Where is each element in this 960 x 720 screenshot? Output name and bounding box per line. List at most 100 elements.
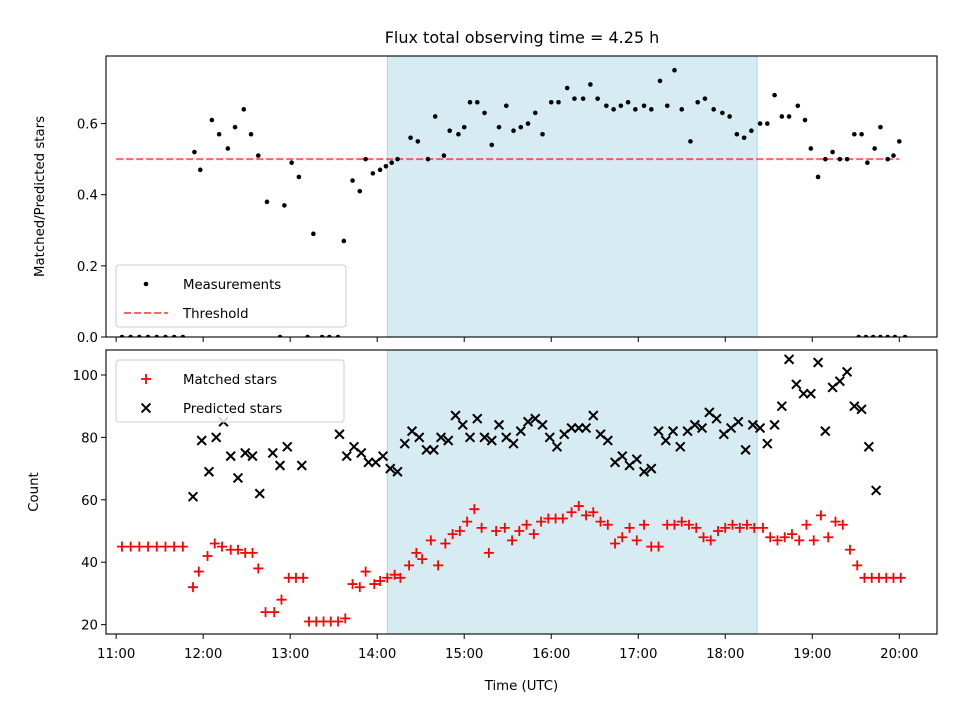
predicted-stars-point bbox=[544, 432, 555, 443]
measurements-point bbox=[757, 121, 763, 126]
matched-stars-point bbox=[169, 541, 180, 552]
predicted-stars-point bbox=[385, 463, 396, 474]
predicted-stars-point bbox=[820, 426, 831, 437]
measurements-point bbox=[695, 99, 701, 105]
measurements-point bbox=[572, 96, 577, 101]
matched-stars-point bbox=[499, 522, 510, 533]
measurements-point bbox=[383, 163, 389, 169]
measurements-point bbox=[474, 99, 480, 105]
matched-stars-point bbox=[260, 607, 271, 618]
predicted-stars-point bbox=[486, 435, 497, 446]
predicted-stars-point bbox=[240, 447, 251, 459]
y-tick-label: 100 bbox=[73, 369, 98, 384]
matched-stars-point bbox=[617, 532, 628, 543]
matched-stars-point bbox=[404, 560, 415, 571]
measurements-point bbox=[859, 131, 864, 137]
predicted-stars-point bbox=[856, 404, 867, 415]
measurements-point bbox=[216, 131, 222, 137]
measurements-point bbox=[672, 67, 677, 73]
matched-stars-point bbox=[440, 538, 451, 549]
measurements-point bbox=[679, 107, 685, 112]
y-axis-label: Count bbox=[27, 472, 42, 512]
measurements-point bbox=[734, 131, 740, 137]
matched-stars-point bbox=[624, 522, 635, 533]
matched-stars-point bbox=[469, 504, 480, 515]
x-tick-label: 14:00 bbox=[358, 647, 396, 662]
predicted-stars-point bbox=[203, 466, 215, 477]
matched-stars-point bbox=[232, 544, 243, 555]
measurements-point bbox=[657, 78, 663, 84]
predicted-stars-legend-marker bbox=[140, 402, 152, 414]
measurements-point bbox=[225, 146, 231, 151]
matched-stars-point bbox=[749, 522, 760, 533]
matched-stars-point bbox=[557, 513, 568, 524]
measurements-point bbox=[408, 135, 413, 141]
measurements-point bbox=[878, 334, 883, 337]
measurements-point bbox=[872, 146, 877, 151]
matched-stars-series bbox=[116, 501, 906, 627]
predicted-stars-point bbox=[247, 451, 258, 462]
matched-stars-point bbox=[134, 541, 145, 552]
measurements-point bbox=[305, 334, 310, 337]
x-tick-label: 15:00 bbox=[445, 647, 483, 662]
predicted-stars-point bbox=[551, 441, 563, 452]
measurements-point bbox=[389, 160, 395, 166]
observing-window-span bbox=[386, 349, 758, 635]
matched-stars-point bbox=[528, 529, 539, 540]
predicted-stars-point bbox=[870, 485, 882, 496]
predicted-stars-point bbox=[667, 426, 679, 437]
matched-stars-point bbox=[202, 550, 213, 561]
measurements-point bbox=[891, 153, 896, 158]
y-tick-label: 0.2 bbox=[77, 260, 98, 275]
matched-stars-point bbox=[684, 519, 695, 530]
measurements-point bbox=[503, 103, 509, 109]
predicted-stars-point bbox=[776, 401, 787, 412]
matched-stars-point bbox=[602, 519, 613, 530]
measurements-point bbox=[282, 203, 287, 208]
measurements-point bbox=[548, 99, 554, 105]
measurements-point bbox=[248, 131, 254, 137]
predicted-stars-point bbox=[254, 488, 265, 499]
predicted-stars-point bbox=[783, 354, 795, 365]
measurements-point bbox=[720, 110, 725, 116]
matched-stars-point bbox=[588, 507, 599, 518]
matched-stars-point bbox=[340, 613, 351, 624]
predicted-stars-point bbox=[762, 438, 773, 449]
data-marks bbox=[116, 354, 906, 627]
measurements-point bbox=[830, 149, 835, 155]
matched-stars-point bbox=[375, 575, 386, 586]
predicted-stars-point bbox=[805, 388, 816, 399]
predicted-stars-point bbox=[602, 435, 613, 446]
matched-stars-point bbox=[705, 535, 716, 546]
measurements-point bbox=[837, 156, 843, 162]
predicted-stars-point bbox=[863, 441, 874, 452]
matched-stars-point bbox=[521, 519, 532, 530]
matched-stars-point bbox=[395, 572, 406, 583]
predicted-stars-point bbox=[428, 444, 439, 455]
predicted-stars-point bbox=[660, 435, 671, 446]
matched-stars-point bbox=[639, 519, 650, 530]
matched-stars-point bbox=[830, 516, 841, 527]
measurements-point bbox=[277, 334, 283, 337]
measurements-point bbox=[163, 334, 168, 337]
measurements-point bbox=[795, 103, 801, 109]
measurements-point bbox=[518, 124, 524, 130]
matched-stars-point bbox=[333, 616, 344, 627]
measurements-legend-marker bbox=[143, 281, 149, 287]
matched-stars-point bbox=[411, 547, 422, 558]
measurements-point bbox=[815, 174, 821, 180]
ratio-panel: 0.0 0.2 0.4 0.6 Matched/Predicted stars Measu… bbox=[33, 55, 938, 346]
matched-stars-point bbox=[209, 538, 220, 549]
measurements-point bbox=[341, 238, 347, 244]
predicted-stars-point bbox=[617, 451, 628, 462]
predicted-stars-point bbox=[841, 366, 853, 377]
matched-stars-point bbox=[253, 563, 264, 574]
y-tick-label: 0.4 bbox=[77, 189, 98, 204]
measurements-point bbox=[395, 156, 400, 162]
measurements-point bbox=[171, 334, 177, 337]
x-tick-label: 20:00 bbox=[880, 647, 918, 662]
matched-stars-point bbox=[698, 532, 709, 543]
matched-stars-point bbox=[786, 529, 797, 540]
x-tick-label: 18:00 bbox=[706, 647, 744, 662]
predicted-stars-point bbox=[274, 460, 286, 471]
